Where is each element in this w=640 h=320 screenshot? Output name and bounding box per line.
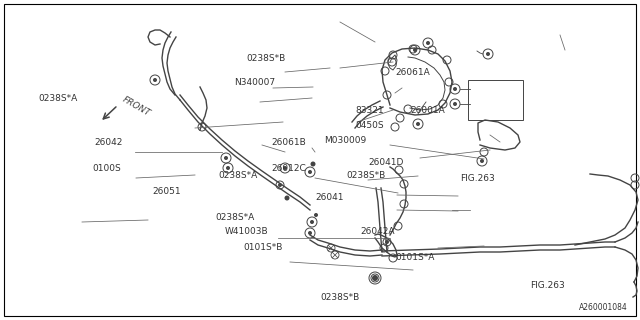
Circle shape	[283, 166, 287, 170]
Text: N340007: N340007	[234, 77, 275, 86]
Text: FIG.263: FIG.263	[460, 173, 495, 182]
Text: 0450S: 0450S	[355, 121, 383, 130]
Circle shape	[226, 166, 230, 170]
Text: 26051: 26051	[152, 188, 180, 196]
Circle shape	[486, 52, 490, 56]
Circle shape	[453, 102, 457, 106]
Circle shape	[310, 220, 314, 224]
Text: 26012C: 26012C	[271, 164, 306, 172]
Text: 26061B: 26061B	[271, 138, 306, 147]
Circle shape	[153, 78, 157, 82]
Circle shape	[372, 275, 378, 281]
Circle shape	[480, 159, 484, 163]
Text: M030009: M030009	[324, 135, 366, 145]
Bar	[468, 80, 523, 120]
Circle shape	[385, 240, 389, 244]
Circle shape	[416, 122, 420, 126]
Circle shape	[285, 196, 289, 201]
Text: 0100S: 0100S	[92, 164, 121, 172]
Circle shape	[308, 170, 312, 174]
Text: 0101S*A: 0101S*A	[395, 253, 435, 262]
Text: 26061A: 26061A	[395, 68, 429, 76]
Circle shape	[308, 231, 312, 235]
Text: 0238S*B: 0238S*B	[246, 53, 285, 62]
Text: 26042: 26042	[94, 138, 122, 147]
Circle shape	[413, 48, 417, 52]
Circle shape	[278, 183, 282, 187]
Text: 26041D: 26041D	[368, 157, 403, 166]
Text: FIG.263: FIG.263	[530, 281, 564, 290]
Text: 26001A: 26001A	[410, 106, 445, 115]
Text: 0238S*A: 0238S*A	[215, 213, 254, 222]
Text: 26042A: 26042A	[360, 228, 394, 236]
Text: A260001084: A260001084	[579, 303, 628, 312]
Circle shape	[426, 41, 430, 45]
Text: 83321: 83321	[355, 106, 383, 115]
Text: 0238S*A: 0238S*A	[38, 93, 77, 102]
Circle shape	[310, 162, 316, 166]
Text: FRONT: FRONT	[121, 95, 152, 119]
Text: 0238S*B: 0238S*B	[320, 293, 359, 302]
Text: 26041: 26041	[315, 194, 344, 203]
Text: 0238S*B: 0238S*B	[346, 171, 385, 180]
Text: W41003B: W41003B	[225, 228, 269, 236]
Text: 0101S*B: 0101S*B	[243, 244, 282, 252]
Text: 0238S*A: 0238S*A	[218, 171, 257, 180]
Circle shape	[224, 156, 228, 160]
Circle shape	[453, 87, 457, 91]
Circle shape	[314, 213, 318, 217]
